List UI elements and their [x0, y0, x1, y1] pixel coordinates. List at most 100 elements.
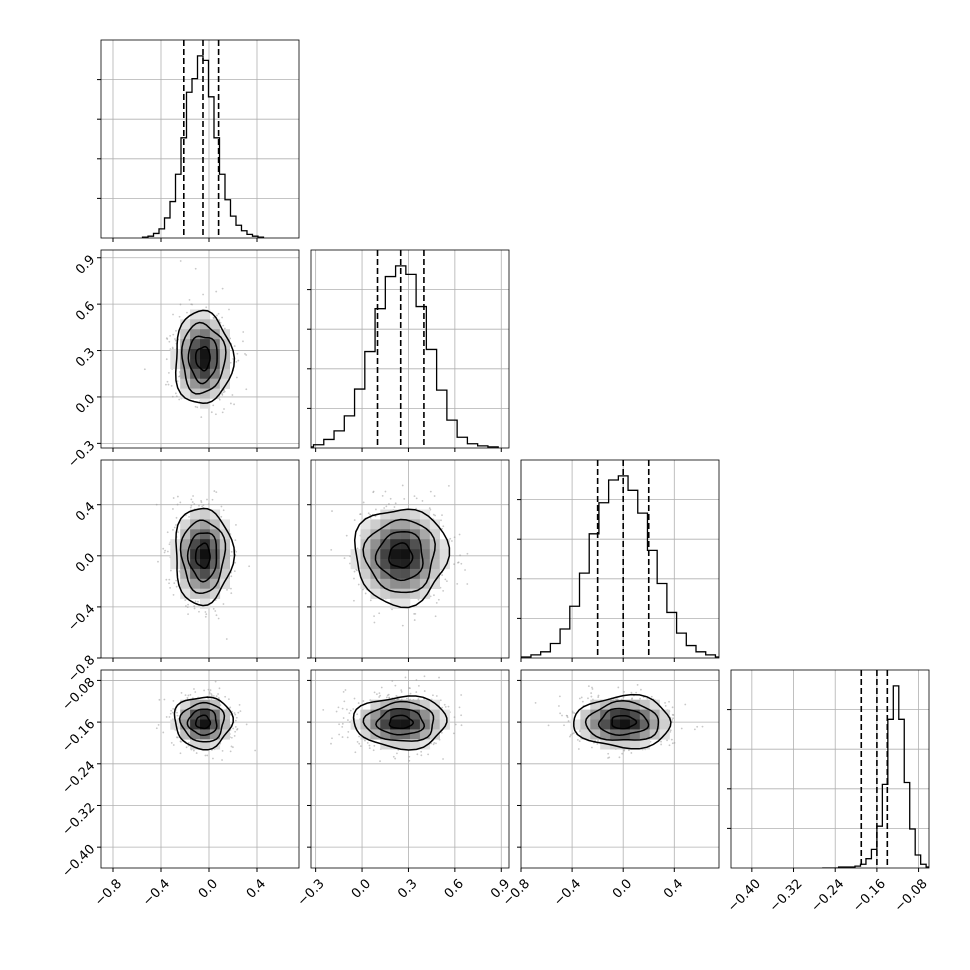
density-cell — [209, 729, 221, 740]
sample-point — [165, 578, 168, 581]
density-cell — [219, 709, 230, 720]
sample-point — [454, 723, 457, 726]
sample-point — [213, 490, 216, 492]
sample-point — [330, 742, 332, 745]
x-tick-label: −0.8 — [92, 876, 125, 909]
sample-point — [168, 543, 171, 546]
sample-point — [209, 689, 212, 692]
sample-point — [388, 503, 390, 505]
density-cell — [380, 529, 391, 540]
density-cell — [419, 549, 431, 560]
sample-point — [202, 293, 204, 296]
x-tick-label: −0.4 — [140, 876, 173, 909]
density-cell — [600, 699, 611, 710]
density-cell — [390, 719, 401, 730]
sample-point — [373, 691, 376, 694]
sample-point — [202, 504, 205, 507]
sample-point — [650, 695, 653, 698]
contours — [174, 309, 236, 404]
density-cell — [180, 578, 191, 589]
sample-point — [440, 519, 442, 522]
density-cell — [350, 559, 361, 570]
sample-point — [395, 694, 398, 697]
density-cell — [209, 319, 221, 330]
sample-point — [175, 329, 177, 332]
sample-point — [211, 498, 214, 501]
sample-point — [622, 696, 625, 698]
sample-point — [669, 729, 672, 732]
sample-point — [198, 504, 200, 507]
sample-point — [178, 371, 181, 373]
density-cell — [209, 588, 221, 599]
sample-point — [167, 371, 170, 374]
sample-point — [338, 733, 341, 736]
sample-point — [466, 583, 469, 585]
density-cell — [429, 719, 440, 730]
sample-point — [225, 708, 228, 711]
axes-frame — [520, 459, 720, 659]
density-cell — [360, 529, 371, 540]
sample-point — [242, 331, 245, 333]
sample-point — [439, 586, 442, 589]
sample-point — [172, 744, 175, 746]
y-tick-label: 0.4 — [73, 499, 98, 524]
sample-point — [621, 752, 624, 755]
sample-point — [343, 557, 346, 560]
sample-point — [195, 752, 198, 754]
sample-point — [421, 500, 424, 502]
sample-point — [628, 749, 630, 752]
sample-point — [169, 712, 172, 715]
sample-point — [221, 394, 224, 396]
sample-point — [235, 376, 238, 379]
sample-point — [372, 749, 375, 752]
sample-point — [233, 345, 236, 347]
sample-point — [696, 725, 699, 728]
sample-point — [331, 510, 333, 512]
sample-point — [409, 692, 412, 695]
sample-point — [353, 697, 356, 700]
sample-point — [143, 368, 146, 371]
sample-point — [237, 711, 240, 714]
sample-point — [233, 735, 236, 737]
sample-point — [362, 501, 365, 504]
y-tick-label: −0.32 — [60, 800, 99, 839]
density-cell — [360, 549, 371, 560]
sample-point — [184, 694, 187, 697]
sample-point — [460, 694, 463, 696]
hist-panel-p3 — [727, 669, 930, 872]
sample-point — [214, 610, 217, 612]
density-cell — [410, 578, 421, 589]
sample-point — [344, 689, 347, 691]
sample-point — [176, 711, 178, 714]
sample-point — [680, 727, 683, 730]
sample-point — [172, 700, 175, 702]
x-tick-label: −0.24 — [808, 876, 847, 915]
density-cell — [610, 739, 621, 750]
sample-point — [432, 743, 435, 746]
sample-point — [456, 582, 459, 585]
sample-point — [235, 550, 238, 553]
density-cell — [219, 519, 230, 530]
sample-point — [368, 747, 371, 750]
sample-point — [236, 727, 239, 730]
sample-point — [171, 711, 174, 714]
sample-point — [591, 686, 593, 689]
sample-point — [204, 615, 207, 618]
axes-frame — [730, 669, 930, 869]
sample-point — [217, 617, 220, 620]
sample-point — [664, 704, 667, 707]
sample-point — [352, 708, 355, 710]
sample-point — [438, 676, 440, 679]
sample-point — [459, 554, 462, 557]
density-cell — [200, 388, 211, 399]
sample-point — [618, 756, 621, 759]
density-cell — [200, 598, 211, 609]
sample-point — [234, 713, 237, 716]
density-cell — [380, 578, 391, 589]
sample-point — [187, 694, 190, 697]
sample-point — [167, 383, 170, 386]
sample-point — [205, 306, 208, 309]
density-map — [570, 699, 670, 750]
sample-point — [672, 714, 675, 716]
sample-point — [204, 611, 207, 613]
